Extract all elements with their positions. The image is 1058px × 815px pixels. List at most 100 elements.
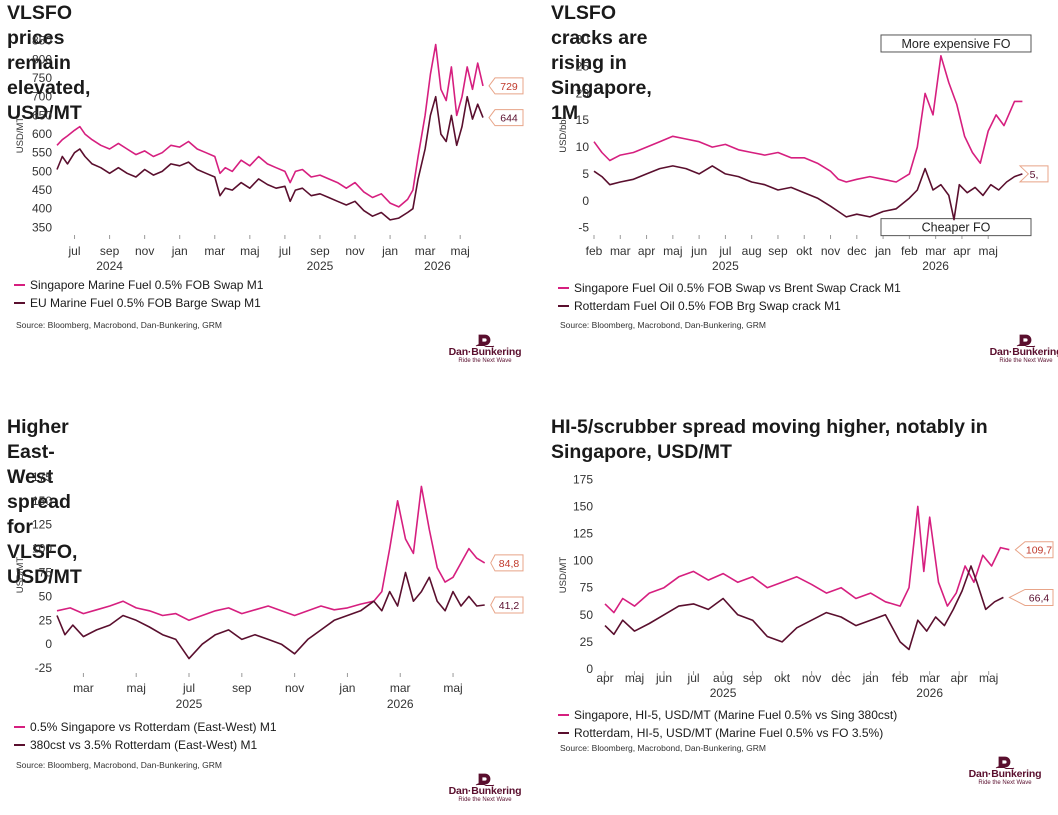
x-tick-label: aug [713, 671, 733, 685]
annotation-box [880, 218, 1032, 237]
x-year-label: 2025 [307, 259, 334, 273]
series-line [604, 565, 1004, 651]
x-tick-label: dec [831, 671, 850, 685]
x-tick-label: maj [979, 671, 998, 685]
chart-title: Higher East-West spread for VLSFO, USD/M… [7, 416, 82, 588]
legend-swatch [14, 744, 25, 746]
x-tick-label: mar [925, 244, 946, 258]
value-label: 5, [1030, 169, 1039, 181]
y-axis-label: USD/MT [15, 557, 26, 594]
x-tick-label: mar [73, 681, 94, 695]
x-tick-label: sep [743, 671, 763, 685]
x-year-label: 2024 [96, 259, 123, 273]
annotation-text: Cheaper FO [922, 221, 991, 235]
annotation-text: More expensive FO [901, 37, 1010, 51]
value-label: 729 [500, 81, 518, 93]
brand-logo: Dan·Bunkering Ride the Next Wave [445, 333, 525, 365]
x-tick-label: feb [892, 671, 909, 685]
series-line [56, 485, 486, 622]
x-tick-label: maj [127, 681, 146, 695]
y-tick-label: 20 [576, 86, 590, 100]
legend-label: 0.5% Singapore vs Rotterdam (East-West) … [30, 720, 277, 734]
legend-label: Rotterdam Fuel Oil 0.5% FOB Brg Swap cra… [574, 299, 841, 313]
value-callout [488, 77, 524, 95]
y-tick-label: 800 [32, 52, 52, 66]
logo-name: Dan·Bunkering [968, 768, 1042, 780]
x-tick-label: jun [690, 244, 707, 258]
y-tick-label: -5 [578, 221, 589, 235]
legend: Singapore Fuel Oil 0.5% FOB Swap vs Bren… [558, 279, 901, 315]
y-tick-label: 400 [32, 202, 52, 216]
annotation-box [880, 34, 1032, 53]
x-tick-label: jan [171, 244, 188, 258]
legend-label: Singapore Fuel Oil 0.5% FOB Swap vs Bren… [574, 281, 901, 295]
x-tick-label: apr [596, 671, 613, 685]
brand-logo: Dan·Bunkering Ride the Next Wave [445, 772, 525, 804]
x-tick-label: nov [135, 244, 154, 258]
x-year-label: 2026 [387, 697, 414, 711]
y-tick-label: 10 [576, 140, 590, 154]
y-tick-label: 550 [32, 146, 52, 160]
y-tick-label: 175 [32, 470, 52, 484]
x-tick-label: mar [204, 244, 225, 258]
source-note: Source: Bloomberg, Macrobond, Dan-Bunker… [560, 320, 766, 330]
logo-tagline: Ride the Next Wave [978, 780, 1032, 786]
legend-swatch [558, 714, 569, 716]
chart-title: VLSFO prices remain elevated, USD/MT [7, 2, 91, 124]
brand-logo: Dan·Bunkering Ride the Next Wave [986, 333, 1058, 365]
y-tick-label: 75 [39, 566, 53, 580]
value-callout [488, 109, 524, 127]
x-year-label: 2026 [922, 259, 949, 273]
legend-item: Singapore Fuel Oil 0.5% FOB Swap vs Bren… [558, 279, 901, 297]
legend-label: Singapore Marine Fuel 0.5% FOB Swap M1 [30, 278, 264, 292]
y-tick-label: 100 [573, 554, 593, 568]
y-tick-label: 500 [32, 164, 52, 178]
x-tick-label: maj [240, 244, 259, 258]
logo-icon [475, 773, 495, 786]
legend-item: Singapore Marine Fuel 0.5% FOB Swap M1 [14, 276, 263, 294]
legend-swatch [14, 726, 25, 728]
logo-tagline: Ride the Next Wave [458, 358, 512, 364]
y-tick-label: -25 [35, 661, 53, 675]
logo-tagline: Ride the Next Wave [458, 797, 512, 803]
series-line [593, 165, 1023, 221]
legend-swatch [558, 732, 569, 734]
logo-name: Dan·Bunkering [989, 346, 1058, 358]
x-tick-label: jan [381, 244, 398, 258]
source-note: Source: Bloomberg, Macrobond, Dan-Bunker… [560, 743, 766, 753]
logo-icon [995, 756, 1015, 769]
value-label: 84,8 [499, 558, 520, 570]
x-tick-label: jan [338, 681, 355, 695]
x-tick-label: apr [950, 671, 967, 685]
x-tick-label: okt [796, 244, 813, 258]
value-label: 41,2 [499, 600, 520, 612]
legend-swatch [14, 284, 25, 286]
x-tick-label: feb [586, 244, 603, 258]
value-callout [490, 596, 524, 614]
y-tick-label: 5 [582, 167, 589, 181]
chart-title: HI-5/scrubber spread moving higher, nota… [551, 416, 988, 463]
x-tick-label: jun [655, 671, 672, 685]
y-tick-label: 350 [32, 220, 52, 234]
legend-swatch [14, 302, 25, 304]
series-line [604, 505, 1010, 614]
x-tick-label: jul [687, 671, 700, 685]
legend-label: Singapore, HI-5, USD/MT (Marine Fuel 0.5… [574, 708, 898, 722]
x-tick-label: maj [625, 671, 644, 685]
logo-icon [475, 334, 495, 347]
y-tick-label: 50 [580, 608, 594, 622]
y-tick-label: 150 [32, 494, 52, 508]
legend-label: Rotterdam, HI-5, USD/MT (Marine Fuel 0.5… [574, 726, 884, 740]
y-tick-label: 600 [32, 127, 52, 141]
x-tick-label: maj [979, 244, 998, 258]
legend-swatch [558, 305, 569, 307]
y-tick-label: 30 [576, 33, 590, 47]
legend-label: 380cst vs 3.5% Rotterdam (East-West) M1 [30, 738, 258, 752]
x-year-label: 2026 [424, 259, 451, 273]
x-tick-label: nov [345, 244, 364, 258]
x-year-label: 2025 [176, 697, 203, 711]
legend-label: EU Marine Fuel 0.5% FOB Barge Swap M1 [30, 296, 261, 310]
